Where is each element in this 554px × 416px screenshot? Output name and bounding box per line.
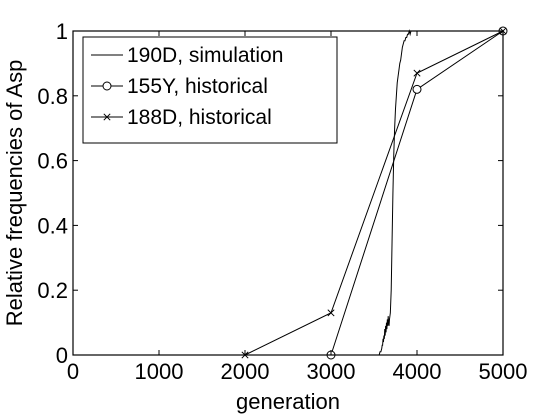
x-tick-label: 1000 xyxy=(135,359,184,384)
axis-ticks: 0 1000 2000 3000 4000 5000 0 0.2 0.4 0.6 0.8 1 xyxy=(37,19,527,384)
legend: 190D, simulation 155Y, historical 188D, hi… xyxy=(82,36,338,144)
legend-marker xyxy=(102,81,112,91)
legend-item: 188D, historical xyxy=(91,106,272,129)
series-1 xyxy=(326,26,508,360)
y-tick-label: 0 xyxy=(56,343,68,368)
series-line xyxy=(330,30,504,356)
x-tick-label: 0 xyxy=(67,359,79,384)
y-tick-label: 0.4 xyxy=(37,213,68,238)
y-tick-label: 0.6 xyxy=(37,149,68,174)
data-point xyxy=(327,309,335,317)
legend-label: 190D, simulation xyxy=(127,44,283,67)
data-point xyxy=(412,84,422,94)
axes-frame xyxy=(72,30,504,356)
series-line xyxy=(244,30,504,356)
legend-label: 188D, historical xyxy=(127,106,272,129)
x-axis-label: generation xyxy=(236,389,340,414)
y-axis-label: Relative frequencies of Asp xyxy=(2,60,27,327)
y-tick-label: 1 xyxy=(56,19,68,44)
y-tick-label: 0.2 xyxy=(37,278,68,303)
x-tick-label: 4000 xyxy=(393,359,442,384)
x-tick-label: 3000 xyxy=(307,359,356,384)
legend-box xyxy=(82,36,338,144)
legend-item: 155Y, historical xyxy=(91,75,268,98)
x-tick-label: 2000 xyxy=(221,359,270,384)
legend-label: 155Y, historical xyxy=(127,75,268,98)
x-tick-label: 5000 xyxy=(479,359,528,384)
legend-item: 190D, simulation xyxy=(91,44,283,67)
legend-marker xyxy=(103,113,111,121)
data-point xyxy=(413,69,421,77)
y-tick-label: 0.8 xyxy=(37,84,68,109)
